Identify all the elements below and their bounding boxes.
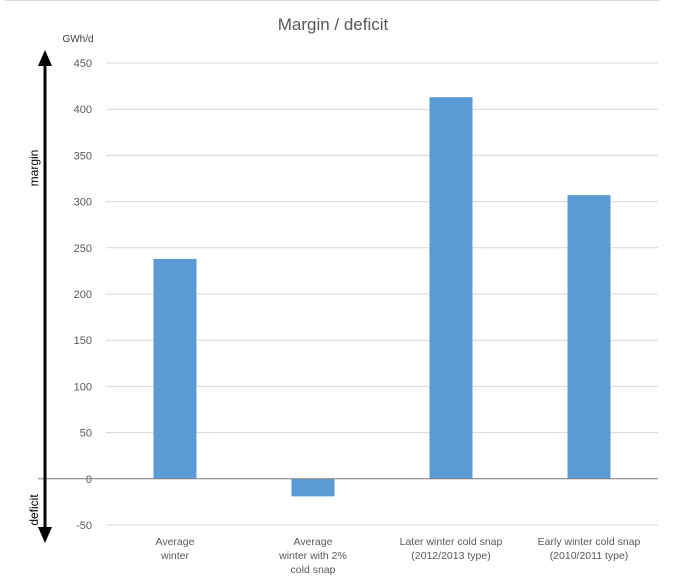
category-labels: Average winter Average winter with 2% cold s… (156, 536, 641, 576)
category-label-line: cold snap (291, 564, 336, 576)
y-tick-label: -50 (76, 520, 92, 532)
category-label: Average winter (156, 536, 195, 562)
category-label-line: winter with 2% (278, 550, 347, 562)
deficit-label: deficit (27, 494, 41, 526)
category-label-line: Early winter cold snap (538, 536, 641, 548)
margin-label: margin (27, 150, 41, 187)
category-label-line: Average (156, 536, 195, 548)
y-tick-label: 150 (74, 335, 92, 347)
y-tick-label: 200 (74, 289, 92, 301)
bar (429, 97, 473, 479)
category-label: Later winter cold snap (2012/2013 type) (400, 536, 503, 562)
y-tick-label: 450 (74, 58, 92, 70)
category-label-line: (2010/2011 type) (550, 550, 629, 562)
bars (153, 97, 611, 497)
category-label-line: Later winter cold snap (400, 536, 503, 548)
y-tick-label: 100 (74, 381, 92, 393)
y-tick-label: 0 (86, 474, 92, 486)
y-axis-unit-label: GWh/d (62, 34, 93, 45)
chart-title: Margin / deficit (278, 15, 389, 34)
arrow-up-head (38, 50, 52, 66)
category-label-line: (2012/2013 type) (411, 550, 490, 562)
category-label: Average winter with 2% cold snap (278, 536, 347, 576)
gridlines (106, 62, 658, 526)
y-tick-labels: -50 0 50 100 150 200 250 300 350 400 450 (74, 58, 92, 532)
category-label-line: winter (160, 550, 190, 562)
category-label-line: Average (294, 536, 333, 548)
y-tick-label: 50 (80, 428, 92, 440)
category-label: Early winter cold snap (2010/2011 type) (538, 536, 641, 562)
y-tick-label: 250 (74, 243, 92, 255)
bar (153, 258, 197, 479)
y-tick-label: 350 (74, 150, 92, 162)
y-tick-label: 300 (74, 197, 92, 209)
y-tick-label: 400 (74, 104, 92, 116)
bar (291, 478, 335, 497)
arrow-down-head (38, 527, 52, 543)
bar (567, 195, 611, 479)
